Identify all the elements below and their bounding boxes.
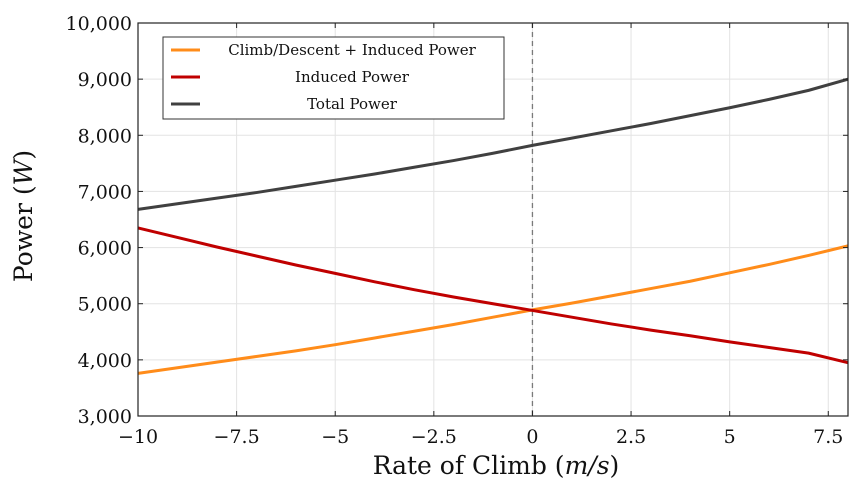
y-tick-label: 4,000 [78, 350, 132, 372]
y-axis-label-close: ) [9, 150, 38, 160]
series-line-2 [137, 226, 849, 365]
y-tick-label: 5,000 [78, 294, 132, 316]
y-tick-label: 3,000 [78, 406, 132, 428]
x-tick-label: 2.5 [616, 426, 646, 448]
x-tick-label: −7.5 [214, 426, 260, 448]
y-axis-label: Power (W) [9, 150, 38, 282]
series-group [137, 77, 849, 375]
series-line-3 [137, 77, 849, 211]
legend-label-2: Induced Power [295, 68, 410, 86]
series-line-1 [137, 244, 849, 375]
x-axis-label-text: Rate of Climb ( [373, 451, 565, 480]
y-axis-label-text: Power ( [9, 185, 38, 282]
legend: Climb/Descent + Induced Power Induced Pow… [162, 36, 505, 120]
y-tick-label: 9,000 [78, 69, 132, 91]
x-tick-label: −5 [321, 426, 349, 448]
y-axis-label-unit: W [9, 157, 38, 185]
x-tick-label: 0 [526, 426, 538, 448]
legend-label-1: Climb/Descent + Induced Power [228, 41, 476, 59]
grid [137, 22, 848, 417]
legend-box [162, 36, 505, 120]
y-tick-label: 8,000 [78, 125, 132, 147]
x-tick-label: 5 [724, 426, 736, 448]
x-tick-label: 7.5 [813, 426, 843, 448]
tick-labels: −10 −7.5 −5 −2.5 0 2.5 5 7.5 3,000 4,000 5,000 6,00… [66, 13, 844, 448]
x-axis-label-unit: m/s [565, 451, 610, 480]
x-tick-label: −2.5 [411, 426, 457, 448]
x-axis-label: Rate of Climb (m/s) [373, 451, 620, 480]
axes [137, 22, 849, 417]
x-axis-label-close: ) [610, 451, 620, 480]
y-tick-label: 6,000 [78, 238, 132, 260]
legend-label-3: Total Power [307, 95, 398, 113]
x-tick-label: −10 [118, 426, 158, 448]
y-tick-label: 7,000 [78, 181, 132, 203]
y-tick-label: 10,000 [66, 13, 132, 35]
plot-frame [137, 22, 849, 417]
